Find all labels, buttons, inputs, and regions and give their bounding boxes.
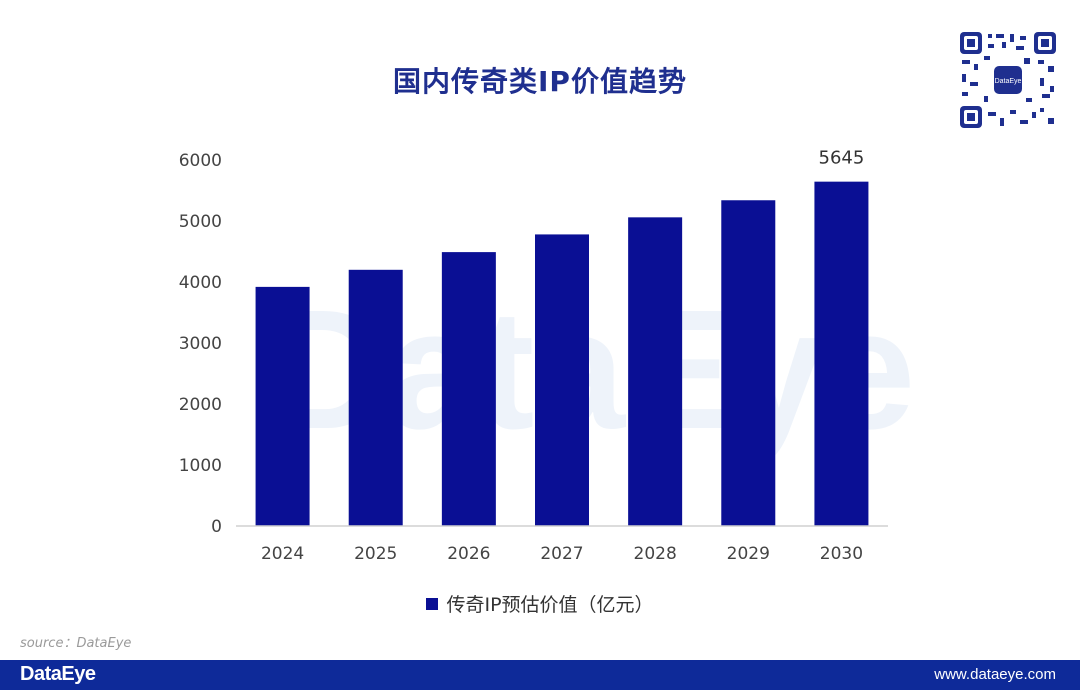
- legend-label: 传奇IP预估价值（亿元）: [446, 594, 654, 616]
- x-tick-label: 2025: [354, 544, 397, 564]
- data-label-2030: 5645: [819, 148, 865, 169]
- y-tick-label: 1000: [179, 456, 222, 476]
- data-labels: 5645: [819, 148, 865, 169]
- bar-2028: [628, 217, 683, 526]
- x-tick-label: 2030: [820, 544, 863, 564]
- y-axis: 0 1000 2000 3000 4000 5000 6000: [179, 151, 222, 537]
- bar-series: [255, 181, 869, 527]
- y-tick-label: 3000: [179, 334, 222, 354]
- bar-2026: [441, 252, 496, 527]
- y-tick-label: 2000: [179, 395, 222, 415]
- qr-code: DataEye: [958, 30, 1058, 130]
- bar-2030: [814, 181, 869, 526]
- qr-center-label: DataEye: [995, 78, 1022, 85]
- x-tick-label: 2029: [727, 544, 770, 564]
- bar-2024: [255, 286, 310, 526]
- x-tick-label: 2027: [540, 544, 583, 564]
- x-tick-label: 2026: [447, 544, 490, 564]
- footer-logo: DataEye: [20, 663, 96, 685]
- footer-url: www.dataeye.com: [934, 666, 1056, 683]
- y-tick-label: 4000: [179, 273, 222, 293]
- footer-bar: DataEye www.dataeye.com: [0, 660, 1080, 690]
- legend: 传奇IP预估价值（亿元）: [0, 590, 1080, 617]
- bar-2027: [535, 234, 589, 527]
- chart-title: 国内传奇类IP价值趋势: [393, 65, 687, 98]
- x-tick-label: 2024: [261, 544, 304, 564]
- y-tick-label: 5000: [179, 212, 222, 232]
- y-tick-label: 0: [211, 517, 222, 537]
- y-tick-label: 6000: [179, 151, 222, 171]
- x-tick-label: 2028: [634, 544, 677, 564]
- bar-2029: [721, 200, 776, 526]
- legend-swatch: [426, 598, 439, 610]
- x-axis: 2024 2025 2026 2027 2028 2029 2030: [261, 544, 863, 564]
- bar-2025: [348, 269, 403, 526]
- source-note: source：DataEye: [20, 636, 132, 651]
